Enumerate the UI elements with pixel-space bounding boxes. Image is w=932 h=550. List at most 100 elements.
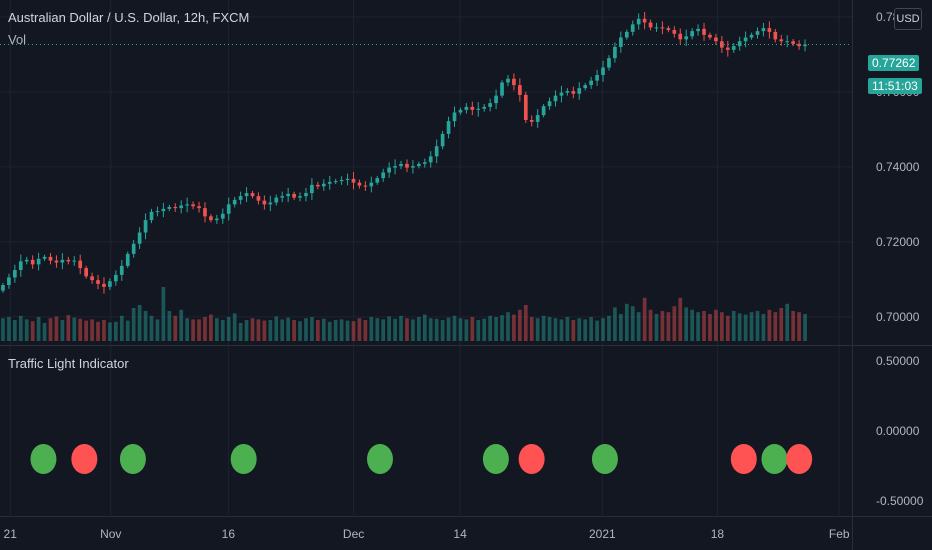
- candle-body: [725, 47, 730, 50]
- candle-body: [256, 196, 261, 201]
- red-light: [518, 444, 545, 474]
- volume-bar: [30, 321, 35, 341]
- candle-body: [714, 37, 718, 42]
- volume-bar: [785, 303, 790, 341]
- volume-bar: [13, 320, 17, 341]
- volume-bar: [535, 318, 540, 341]
- candle-body: [351, 178, 356, 183]
- volume-bar: [654, 314, 659, 341]
- volume-bar: [90, 319, 94, 341]
- candle-body: [286, 193, 290, 197]
- time-axis[interactable]: 21 Nov 16 Dec 14 2021 18 Feb: [4, 527, 850, 541]
- volume-bar: [381, 319, 386, 341]
- candle-body: [482, 106, 487, 109]
- volume-bar: [280, 319, 285, 341]
- volume-bar: [720, 312, 724, 341]
- volume-bar: [399, 315, 403, 341]
- candle-body: [761, 28, 766, 32]
- volume-bar: [541, 315, 546, 341]
- volume-bar: [238, 323, 243, 341]
- volume-bar: [547, 317, 552, 341]
- candle-body: [280, 196, 285, 198]
- candle-body: [60, 259, 65, 263]
- candle-body: [274, 197, 279, 203]
- candle-body: [773, 31, 778, 40]
- volume-bar: [316, 320, 320, 341]
- time-tick-label: Dec: [343, 527, 364, 541]
- bar-countdown-tag: 11:51:03: [868, 78, 922, 94]
- candle-body: [553, 95, 558, 102]
- candle-body: [232, 199, 237, 205]
- candle-body: [24, 259, 29, 262]
- candle-body: [119, 265, 124, 275]
- candle-body: [304, 193, 308, 197]
- volume-bar: [725, 315, 730, 341]
- volume-bar: [310, 317, 314, 341]
- candle-body: [731, 46, 736, 50]
- candle-body: [191, 204, 195, 207]
- volume-bar: [607, 315, 611, 341]
- candle-body: [708, 34, 712, 38]
- candle-body: [541, 106, 546, 116]
- candle-body: [654, 27, 659, 29]
- candle-body: [185, 204, 189, 206]
- chart-title: Australian Dollar / U.S. Dollar, 12h, FX…: [8, 10, 250, 25]
- candle-body: [72, 260, 77, 262]
- candle-body: [143, 220, 148, 233]
- candle-body: [547, 101, 552, 107]
- candle-body: [494, 95, 498, 104]
- volume-bar: [684, 307, 689, 341]
- volume-bar: [797, 312, 801, 341]
- candle-body: [785, 41, 790, 43]
- volume-bar: [232, 313, 237, 341]
- candle-body: [464, 106, 469, 110]
- currency-button[interactable]: USD: [894, 8, 922, 30]
- candle-body: [630, 24, 635, 32]
- candle-body: [137, 232, 142, 244]
- volume-bar: [18, 315, 23, 341]
- candle-body: [559, 92, 564, 96]
- candle-body: [78, 260, 83, 269]
- volume-bar: [636, 312, 641, 341]
- candle-body: [102, 283, 106, 287]
- volume-bar: [167, 311, 172, 341]
- candle-body: [90, 276, 94, 281]
- volume-bar: [250, 318, 255, 341]
- volume-bar: [803, 314, 807, 341]
- time-tick-label: 18: [711, 527, 725, 541]
- candle-body: [387, 167, 391, 173]
- volume-bar: [660, 311, 665, 341]
- time-tick-label: Feb: [829, 527, 850, 541]
- candle-body: [18, 261, 23, 270]
- green-light: [30, 444, 57, 474]
- candle-body: [636, 18, 641, 25]
- volume-bar: [268, 320, 273, 341]
- candle-body: [743, 37, 748, 42]
- candle-body: [244, 193, 249, 197]
- volume-bar: [179, 309, 184, 341]
- candle-body: [262, 200, 267, 205]
- volume-bar: [48, 318, 53, 341]
- volume-bar: [731, 311, 736, 341]
- volume-bar: [321, 318, 326, 341]
- candle-body: [357, 182, 362, 186]
- volume-bar: [357, 318, 362, 341]
- volume-bar: [42, 323, 47, 341]
- candle-body: [595, 75, 599, 81]
- price-tick-label: 0.72000: [876, 235, 920, 249]
- time-tick-label: 21: [4, 527, 18, 541]
- time-tick-label: Nov: [100, 527, 121, 541]
- indicator-axis[interactable]: 0.50000 0.00000 -0.50000: [876, 354, 924, 508]
- last-price-tag: 0.77262: [868, 55, 920, 71]
- volume-bar: [630, 306, 635, 341]
- candle-body: [666, 28, 671, 30]
- candle-body: [220, 213, 225, 219]
- volume-bar: [369, 317, 374, 341]
- volume-bar: [351, 321, 356, 341]
- volume-bar: [244, 320, 249, 341]
- candle-body: [690, 31, 694, 37]
- candle-body: [470, 106, 475, 110]
- candle-body: [565, 91, 570, 93]
- candle-body: [476, 108, 481, 110]
